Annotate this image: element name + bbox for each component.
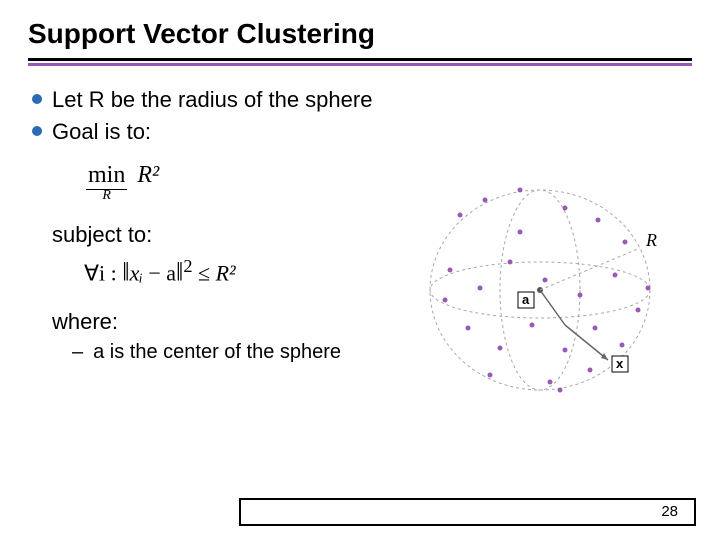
constraint-norm-sup: 2: [183, 256, 192, 276]
rule-black: [28, 58, 692, 61]
sphere-diagram: Ra x: [390, 160, 690, 420]
svg-text:a: a: [522, 292, 530, 307]
formula-min-sub: R: [86, 188, 127, 204]
bullet-item: Goal is to:: [32, 116, 692, 148]
bullet-text: Let R be the radius of the sphere: [52, 84, 372, 116]
svg-text:x: x: [616, 356, 624, 371]
title-rule: [28, 58, 692, 66]
bullet-item: Let R be the radius of the sphere: [32, 84, 692, 116]
slide-title: Support Vector Clustering: [28, 18, 692, 50]
sub-bullet-text: a is the center of the sphere: [93, 341, 341, 364]
main-bullets: Let R be the radius of the sphere Goal i…: [32, 84, 692, 148]
norm-left: ‖: [122, 257, 129, 286]
svg-text:R: R: [645, 230, 657, 250]
bullet-dot-icon: [32, 94, 42, 104]
formula-min: min: [86, 162, 127, 190]
constraint-xi: xᵢ: [130, 260, 143, 285]
bullet-text: Goal is to:: [52, 116, 151, 148]
constraint-minus-a: − a: [143, 260, 176, 285]
constraint-r-squared: R²: [216, 260, 236, 285]
page-number: 28: [661, 503, 694, 520]
bullet-dot-icon: [32, 126, 42, 136]
formula-r-squared: R²: [137, 162, 159, 188]
dash-icon: –: [72, 341, 83, 364]
rule-purple: [28, 63, 692, 66]
constraint-forall: ∀i :: [84, 260, 117, 285]
page-number-box: 28: [239, 498, 696, 526]
constraint-leq: ≤: [198, 260, 216, 285]
slide: Support Vector Clustering Let R be the r…: [0, 0, 720, 540]
